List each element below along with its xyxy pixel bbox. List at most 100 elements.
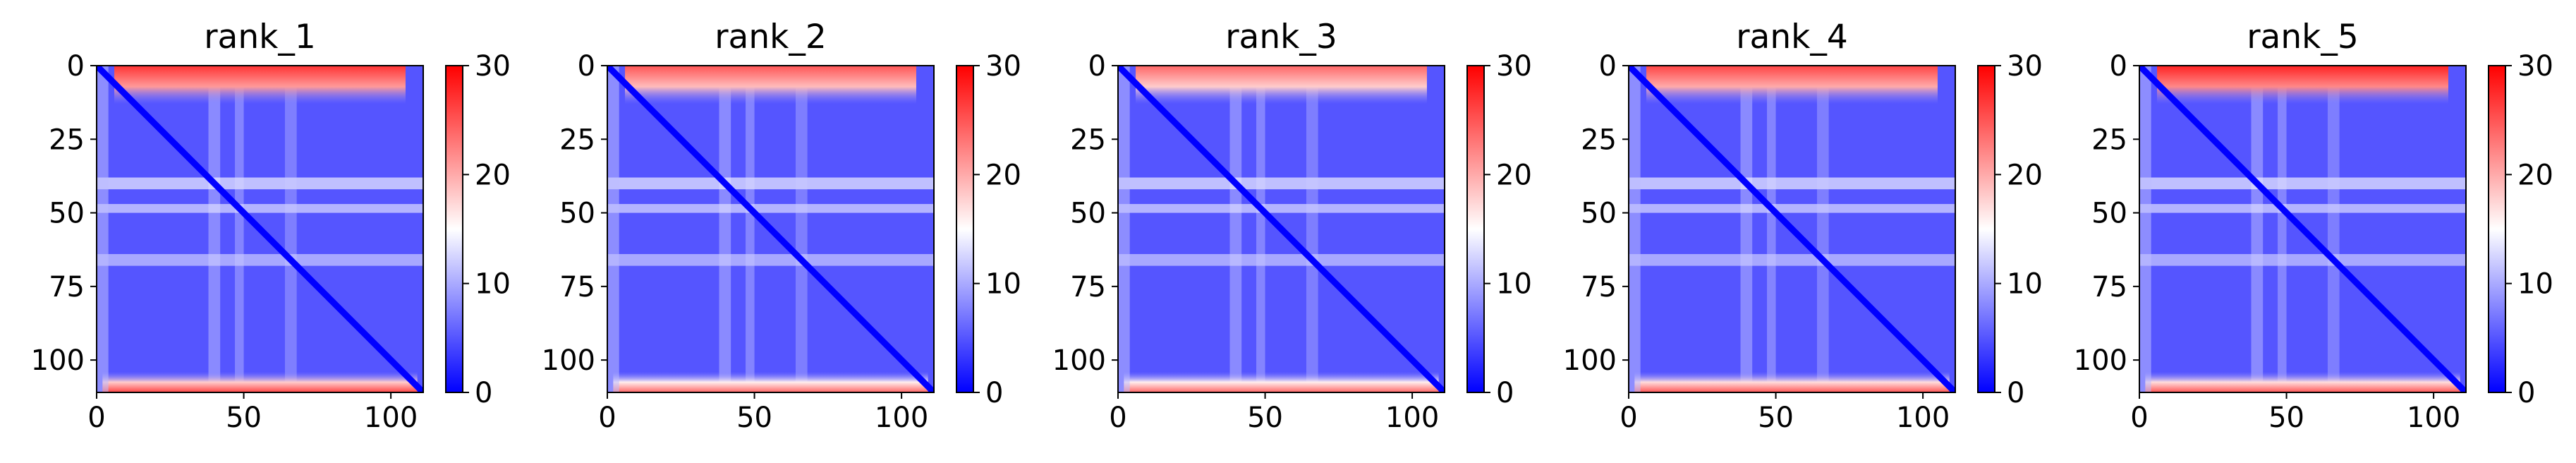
heatmap-band-row [1118,253,1445,266]
heatmap-bottom-region [1634,371,1950,392]
heatmap-band-col [1767,66,1776,392]
colorbar [2489,66,2505,392]
colorbar [956,66,973,392]
colorbar-tick-label: 30 [985,50,1021,83]
heatmap-diagonal [2139,66,2466,392]
heatmap-band-row [2139,204,2466,213]
heatmap-band-col [746,66,755,392]
heatmap-band-row [1629,204,1955,213]
plot-frame [607,65,935,393]
heatmap-band-col [284,66,297,392]
heatmap-band-col [2251,66,2264,392]
y-tick-label: 100 [1563,344,1617,377]
heatmap-band-row [1118,177,1445,190]
plot-frame [2139,65,2467,393]
heatmap-left-edge [607,66,619,392]
y-tick-label: 50 [49,198,85,230]
colorbar-frame [1977,65,1995,393]
chart-title: rank_1 [204,18,316,56]
colorbar-tick-label: 0 [2517,377,2535,409]
y-tick-label: 75 [1070,271,1106,303]
y-tick-label: 0 [67,50,85,83]
y-tick-label: 25 [49,124,85,156]
y-tick-label: 0 [1599,50,1617,83]
heatmap-band-row [2139,177,2466,190]
plot-frame [96,65,424,393]
heatmap-band-col [719,66,731,392]
heatmap-band-row [97,177,423,190]
colorbar-tick-label: 10 [475,268,511,301]
x-tick-label: 0 [598,402,616,434]
y-tick-label: 25 [1581,124,1617,156]
heatmap-image [2139,66,2466,392]
heatmap-band-col [208,66,221,392]
heatmap-band-col [1256,66,1265,392]
heatmap-image [607,66,934,392]
heatmap-top-region [2157,66,2448,104]
colorbar-tick-label: 30 [475,50,511,83]
y-tick-label: 50 [1581,198,1617,230]
y-tick-label: 0 [578,50,595,83]
heatmap-band-col [2327,66,2340,392]
x-tick-label: 50 [1758,402,1794,434]
colorbar-tick-label: 10 [1496,268,1532,301]
colorbar-tick-label: 20 [985,159,1021,191]
chart-title: rank_4 [1736,18,1848,56]
y-tick-label: 50 [2091,198,2127,230]
y-tick-label: 100 [2074,344,2127,377]
heatmap-left-edge [97,66,109,392]
heatmap-band-row [1118,204,1445,213]
colorbar [1978,66,1995,392]
x-tick-label: 100 [875,402,928,434]
y-tick-label: 25 [1070,124,1106,156]
y-tick-label: 0 [1088,50,1106,83]
heatmap-diagonal [607,66,934,392]
heatmap-bottom-region [2145,371,2460,392]
colorbar [446,66,463,392]
heatmap-bottom-region [102,371,418,392]
colorbar-frame [445,65,463,393]
x-tick-label: 0 [2130,402,2148,434]
colorbar-tick-label: 20 [2007,159,2043,191]
colorbar-tick-label: 10 [2517,268,2553,301]
chart-title: rank_3 [1225,18,1337,56]
heatmap-left-edge [1629,66,1641,392]
heatmap-band-row [607,177,934,190]
colorbar-tick-label: 10 [2007,268,2043,301]
heatmap-band-col [1306,66,1318,392]
y-tick-label: 25 [559,124,595,156]
colorbar-tick-label: 0 [475,377,492,409]
heatmap-left-edge [2139,66,2151,392]
heatmap-diagonal [97,66,423,392]
colorbar-tick-label: 30 [1496,50,1532,83]
heatmap-band-row [607,253,934,266]
colorbar-frame [956,65,974,393]
colorbar-frame [1466,65,1485,393]
y-tick-label: 75 [49,271,85,303]
x-tick-label: 100 [1385,402,1439,434]
y-tick-label: 25 [2091,124,2127,156]
heatmap-left-edge [1118,66,1130,392]
heatmap-image [1118,66,1445,392]
plot-frame [1628,65,1956,393]
heatmap-band-col [235,66,244,392]
heatmap-band-row [1629,177,1955,190]
heatmap-band-row [97,204,423,213]
heatmap-top-region [625,66,916,104]
heatmap-diagonal [1629,66,1955,392]
heatmap-top-region [1646,66,1938,104]
heatmap-band-col [1816,66,1829,392]
x-tick-label: 0 [1109,402,1126,434]
chart-title: rank_5 [2247,18,2359,56]
heatmap-bottom-region [613,371,928,392]
y-tick-label: 75 [2091,271,2127,303]
colorbar-tick-label: 0 [985,377,1003,409]
y-tick-label: 100 [1052,344,1106,377]
x-tick-label: 0 [1620,402,1637,434]
heatmap-band-col [2278,66,2287,392]
heatmap-band-row [1629,253,1955,266]
